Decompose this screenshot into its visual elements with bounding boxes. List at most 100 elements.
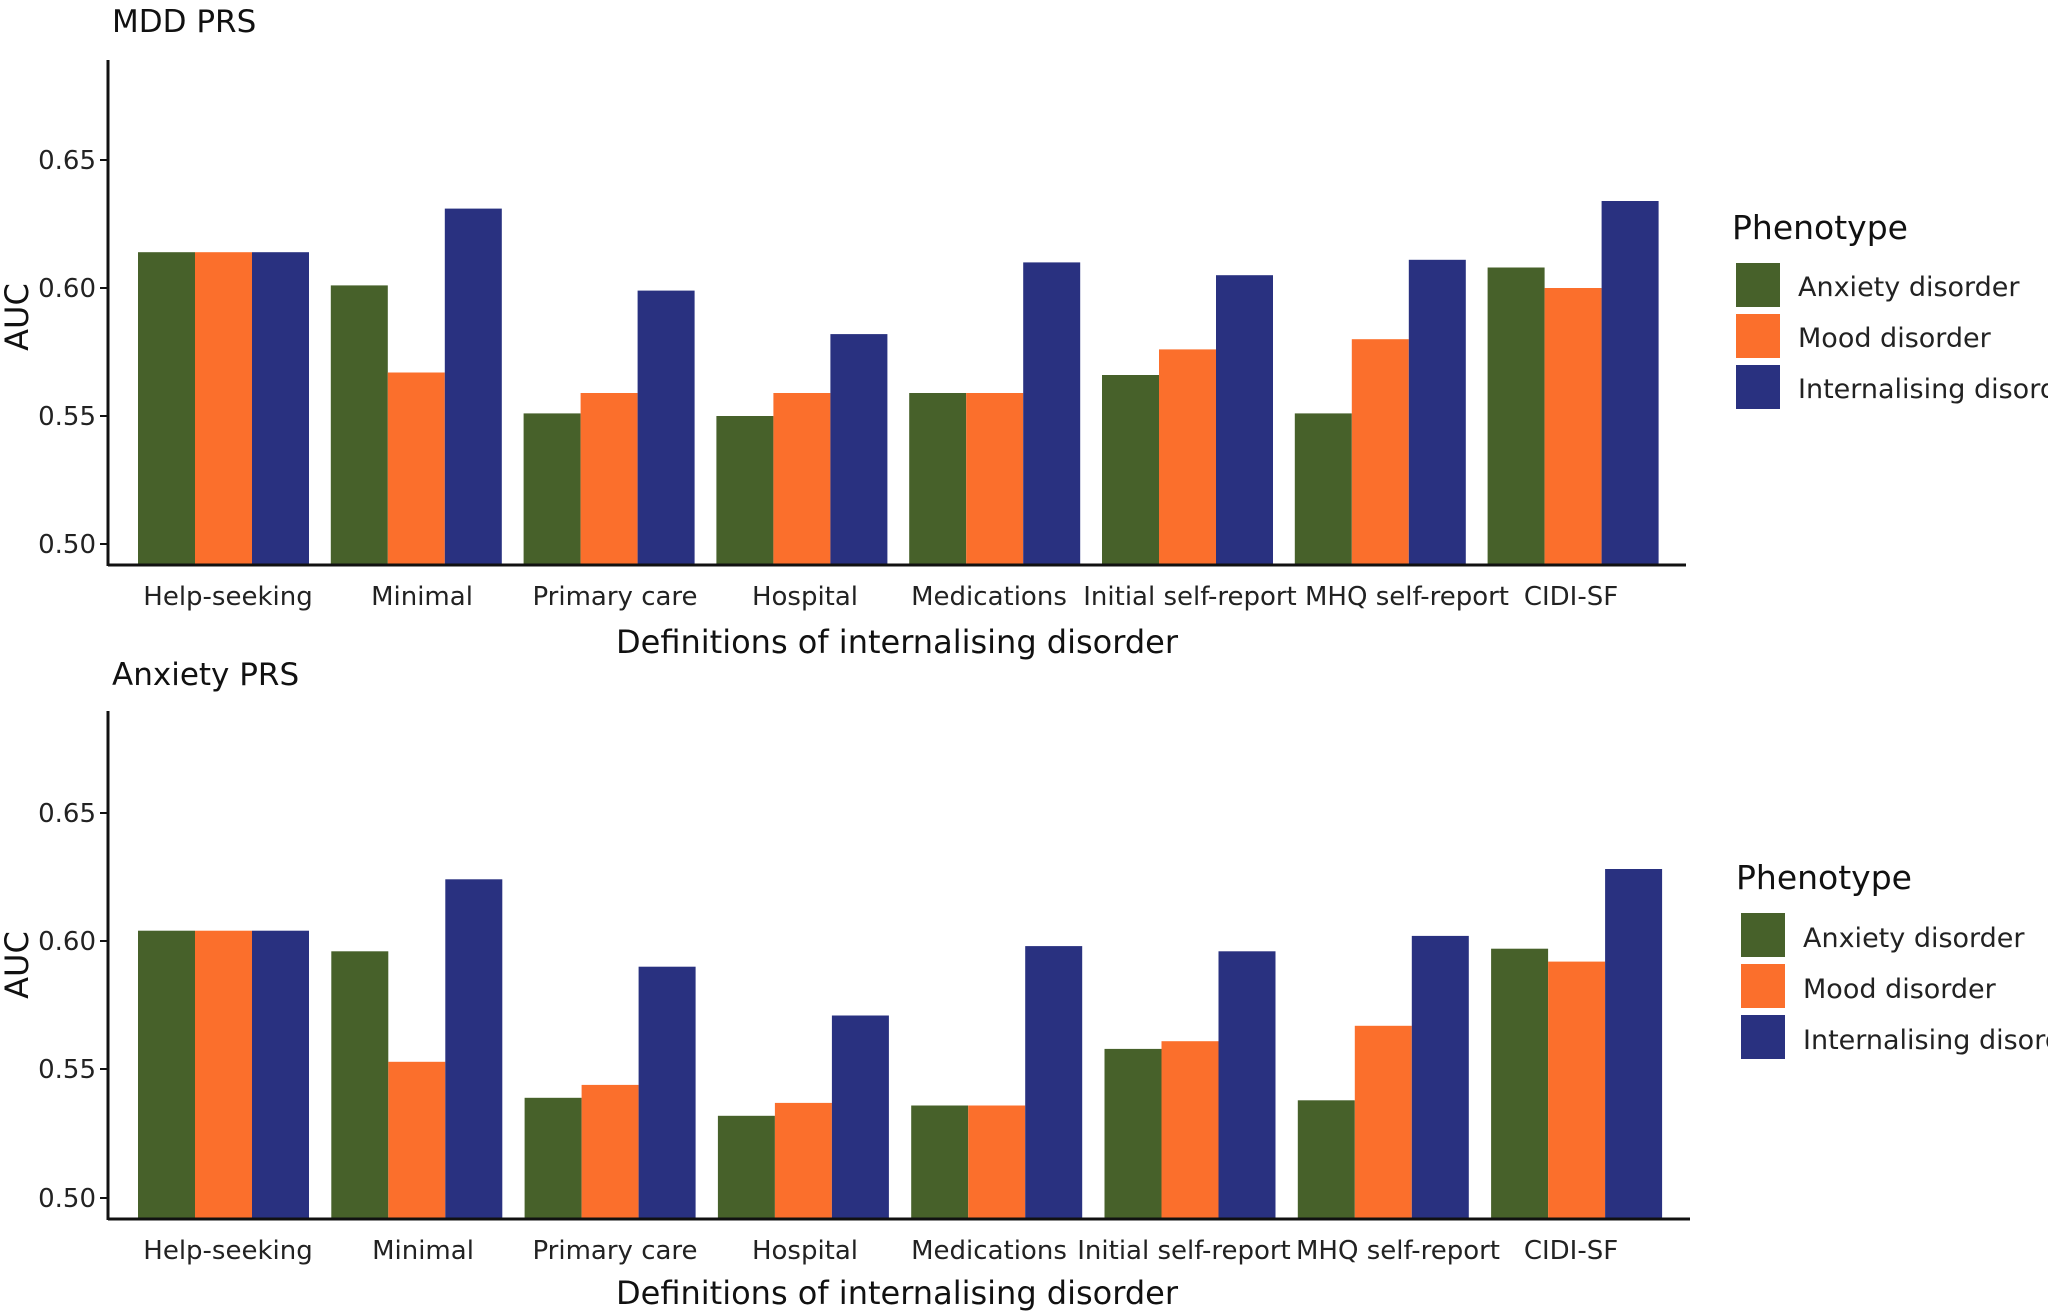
x-tick-label: Hospital: [752, 1236, 858, 1266]
bar-cidi-sf-mood-disorder: [1544, 288, 1602, 565]
legend-title: Phenotype: [1732, 208, 1908, 247]
y-ticks: 0.65 0.60 0.55 0.50: [38, 799, 108, 1214]
bar-medications-internalising-disorder: [1023, 262, 1081, 565]
bar-mhq-self-report-anxiety-disorder: [1297, 1100, 1355, 1219]
bar-minimal-anxiety-disorder: [330, 285, 388, 565]
legend-key-mood: [1736, 314, 1780, 358]
legend: Phenotype Anxiety disorder Mood disorder…: [1732, 208, 2048, 409]
bar-hospital-internalising-disorder: [830, 334, 888, 565]
bar-initial-self-report-internalising-disorder: [1218, 951, 1276, 1219]
x-tick-label: Initial self-report: [1077, 1236, 1291, 1266]
bar-medications-anxiety-disorder: [911, 1105, 969, 1219]
y-axis-title: AUC: [0, 283, 36, 351]
y-tick-label: 0.60: [38, 274, 96, 304]
bar-hospital-anxiety-disorder: [717, 1115, 775, 1219]
bar-cidi-sf-anxiety-disorder: [1487, 267, 1545, 565]
y-axis-title: AUC: [0, 931, 36, 999]
x-tick-label: Hospital: [752, 582, 858, 612]
x-tick-label: Primary care: [532, 1236, 697, 1266]
bar-hospital-internalising-disorder: [831, 1015, 889, 1219]
bar-medications-mood-disorder: [968, 1105, 1026, 1219]
bar-cidi-sf-mood-disorder: [1548, 961, 1606, 1219]
bar-help-seeking-mood-disorder: [195, 930, 252, 1219]
y-tick-label: 0.55: [38, 1055, 96, 1085]
bar-minimal-anxiety-disorder: [331, 951, 389, 1219]
legend-key-mood: [1741, 964, 1785, 1008]
bar-initial-self-report-mood-disorder: [1159, 349, 1216, 565]
legend-label-mood: Mood disorder: [1803, 974, 1997, 1005]
bar-initial-self-report-anxiety-disorder: [1102, 375, 1159, 565]
x-ticks: Help-seeking Minimal Primary care Hospit…: [143, 582, 1618, 612]
legend-label-mood: Mood disorder: [1798, 323, 1992, 354]
y-tick-label: 0.55: [38, 402, 96, 432]
panel-anxiety-prs: Anxiety PRS AUC 0.65 0.60 0.55 0.50 Help…: [0, 657, 2048, 1311]
bar-hospital-mood-disorder: [774, 1102, 832, 1219]
legend-key-internalising: [1736, 365, 1780, 409]
bar-primary-care-anxiety-disorder: [523, 413, 581, 565]
x-tick-label: Minimal: [372, 1236, 474, 1266]
bar-minimal-mood-disorder: [388, 1061, 446, 1219]
x-tick-label: Minimal: [371, 582, 473, 612]
bar-primary-care-internalising-disorder: [638, 966, 696, 1219]
bar-medications-internalising-disorder: [1025, 946, 1083, 1219]
bars: [138, 869, 1663, 1219]
bar-primary-care-mood-disorder: [581, 1084, 639, 1219]
legend-label-internalising: Internalising disorder: [1803, 1025, 2048, 1056]
bar-cidi-sf-internalising-disorder: [1605, 869, 1663, 1219]
x-axis-title: Definitions of internalising disorder: [616, 623, 1179, 661]
bar-mhq-self-report-mood-disorder: [1351, 339, 1409, 565]
bar-minimal-mood-disorder: [387, 372, 445, 565]
x-tick-label: Help-seeking: [143, 582, 312, 612]
x-tick-label: Primary care: [532, 582, 697, 612]
legend-key-anxiety: [1736, 263, 1780, 307]
bar-mhq-self-report-internalising-disorder: [1411, 935, 1469, 1219]
bar-medications-anxiety-disorder: [909, 393, 967, 565]
bar-help-seeking-internalising-disorder: [252, 930, 309, 1219]
y-tick-label: 0.65: [38, 146, 96, 176]
x-ticks: Help-seeking Minimal Primary care Hospit…: [143, 1236, 1618, 1266]
bar-initial-self-report-mood-disorder: [1161, 1041, 1219, 1219]
x-tick-label: CIDI-SF: [1524, 1236, 1618, 1266]
legend-label-anxiety: Anxiety disorder: [1798, 272, 2020, 303]
bar-initial-self-report-internalising-disorder: [1216, 275, 1273, 565]
bar-cidi-sf-internalising-disorder: [1601, 201, 1659, 565]
x-tick-label: Medications: [911, 1236, 1067, 1266]
bar-primary-care-internalising-disorder: [637, 290, 695, 565]
bar-minimal-internalising-disorder: [444, 208, 502, 565]
bar-primary-care-anxiety-disorder: [524, 1097, 582, 1219]
x-tick-label: Help-seeking: [143, 1236, 312, 1266]
legend-label-internalising: Internalising disorder: [1798, 374, 2048, 405]
legend-key-internalising: [1741, 1015, 1785, 1059]
x-axis-title: Definitions of internalising disorder: [616, 1274, 1179, 1311]
bar-mhq-self-report-mood-disorder: [1354, 1025, 1412, 1219]
x-tick-label: CIDI-SF: [1524, 582, 1618, 612]
bar-medications-mood-disorder: [966, 393, 1024, 565]
bar-mhq-self-report-anxiety-disorder: [1294, 413, 1352, 565]
y-tick-label: 0.50: [38, 530, 96, 560]
panel-mdd-prs: MDD PRS AUC 0.65 0.60 0.55 0.50 Help-see…: [0, 4, 2048, 661]
legend-title: Phenotype: [1736, 858, 1912, 897]
panel-title: Anxiety PRS: [112, 657, 299, 693]
bar-hospital-anxiety-disorder: [716, 416, 774, 565]
bar-cidi-sf-anxiety-disorder: [1491, 948, 1549, 1219]
y-tick-label: 0.65: [38, 799, 96, 829]
bars: [138, 201, 1659, 565]
y-tick-label: 0.60: [38, 927, 96, 957]
bar-hospital-mood-disorder: [773, 393, 831, 565]
y-tick-label: 0.50: [38, 1184, 96, 1214]
x-tick-label: Initial self-report: [1083, 582, 1297, 612]
legend-label-anxiety: Anxiety disorder: [1803, 923, 2025, 954]
x-tick-label: MHQ self-report: [1296, 1236, 1500, 1266]
bar-help-seeking-anxiety-disorder: [138, 930, 195, 1219]
bar-help-seeking-anxiety-disorder: [138, 252, 195, 565]
bar-help-seeking-internalising-disorder: [252, 252, 309, 565]
y-ticks: 0.65 0.60 0.55 0.50: [38, 146, 108, 560]
bar-initial-self-report-anxiety-disorder: [1104, 1048, 1162, 1219]
panel-title: MDD PRS: [112, 4, 256, 40]
legend: Phenotype Anxiety disorder Mood disorder…: [1736, 858, 2048, 1059]
bar-mhq-self-report-internalising-disorder: [1408, 259, 1466, 565]
bar-primary-care-mood-disorder: [580, 393, 638, 565]
x-tick-label: MHQ self-report: [1305, 582, 1509, 612]
legend-key-anxiety: [1741, 913, 1785, 957]
